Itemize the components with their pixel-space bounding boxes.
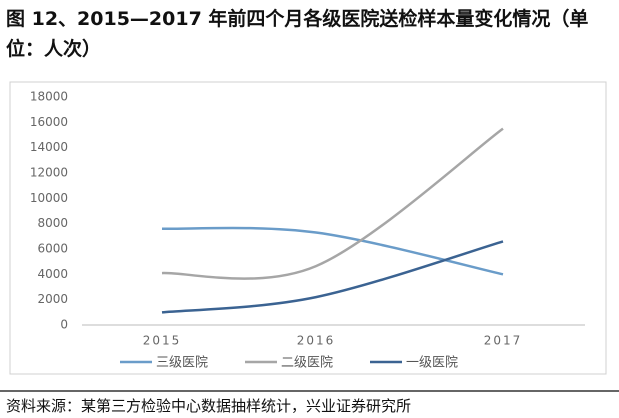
x-tick-label: 2015 [143, 334, 182, 348]
y-tick-label: 4000 [37, 267, 68, 281]
legend-label: 三级医院 [156, 356, 208, 371]
chart-title: 图 12、2015—2017 年前四个月各级医院送检样本量变化情况（单位：人次） [6, 8, 589, 60]
y-tick-label: 2000 [37, 292, 68, 306]
y-tick-label: 16000 [30, 115, 68, 129]
x-tick-label: 2017 [484, 334, 523, 348]
series-line [161, 240, 504, 314]
y-tick-label: 14000 [30, 140, 68, 154]
x-tick-label: 2016 [297, 334, 336, 348]
legend-label: 一级医院 [406, 356, 458, 371]
y-tick-label: 18000 [30, 90, 68, 104]
series-line [161, 127, 504, 280]
series-line [161, 226, 504, 276]
y-tick-label: 6000 [37, 242, 68, 256]
source: 资料来源：某第三方检验中心数据抽样统计，兴业证券研究所 [6, 397, 412, 415]
legend-label: 二级医院 [281, 356, 333, 371]
y-tick-label: 12000 [30, 166, 68, 180]
y-tick-label: 8000 [37, 216, 68, 230]
y-tick-label: 0 [60, 318, 68, 332]
chart-frame [9, 81, 607, 375]
y-tick-label: 10000 [30, 191, 68, 205]
